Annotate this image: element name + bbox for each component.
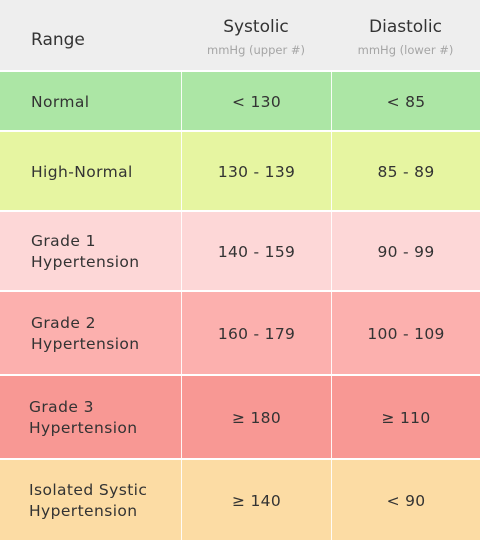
diastolic-value: < 90 bbox=[386, 492, 426, 510]
range-label-line-2: Hypertension bbox=[31, 335, 140, 353]
range-label-line-1: Grade 3 bbox=[29, 398, 94, 416]
systolic-header-label: Systolic bbox=[223, 16, 289, 37]
range-label: High-Normal bbox=[31, 162, 133, 183]
range-label-line-1: Normal bbox=[31, 92, 90, 111]
range-label-line-1: High-Normal bbox=[31, 162, 133, 181]
diastolic-value: < 85 bbox=[386, 93, 426, 111]
table-row-normal: Normal < 130 < 85 bbox=[0, 70, 480, 132]
range-label-line-2: Hypertension bbox=[29, 502, 138, 520]
diastolic-value: 100 - 109 bbox=[367, 325, 445, 343]
table-row-isolated-systolic: Isolated Systic Hypertension ≥ 140 < 90 bbox=[0, 458, 480, 540]
systolic-cell: ≥ 140 bbox=[181, 460, 331, 540]
diastolic-value: ≥ 110 bbox=[381, 409, 431, 427]
range-label: Isolated Systic Hypertension bbox=[29, 480, 147, 522]
diastolic-header-label: Diastolic bbox=[369, 16, 442, 37]
systolic-value: 130 - 139 bbox=[217, 163, 296, 181]
range-cell: Grade 2 Hypertension bbox=[0, 292, 181, 376]
systolic-cell: 140 - 159 bbox=[181, 212, 331, 292]
systolic-header-unit: mmHg (upper #) bbox=[207, 42, 305, 57]
diastolic-cell: 100 - 109 bbox=[331, 292, 480, 376]
diastolic-header: Diastolic mmHg (lower #) bbox=[331, 0, 480, 72]
range-cell: High-Normal bbox=[0, 132, 181, 212]
diastolic-cell: 90 - 99 bbox=[331, 212, 480, 292]
range-header: Range bbox=[31, 30, 85, 50]
systolic-value: < 130 bbox=[232, 93, 281, 111]
range-label-line-1: Grade 1 bbox=[31, 232, 96, 250]
range-label-line-2: Hypertension bbox=[29, 419, 138, 437]
table-header: Range Systolic mmHg (upper #) Diastolic … bbox=[0, 0, 480, 72]
diastolic-cell: < 85 bbox=[331, 72, 480, 132]
range-cell: Normal bbox=[0, 72, 181, 132]
diastolic-cell: ≥ 110 bbox=[331, 376, 480, 460]
diastolic-header-block: Diastolic mmHg (lower #) bbox=[358, 15, 454, 58]
range-cell: Isolated Systic Hypertension bbox=[0, 460, 181, 540]
range-label-line-2: Hypertension bbox=[31, 253, 140, 271]
systolic-value: 160 - 179 bbox=[217, 325, 296, 343]
systolic-cell: 160 - 179 bbox=[181, 292, 331, 376]
systolic-cell: < 130 bbox=[181, 72, 331, 132]
range-label-line-1: Grade 2 bbox=[31, 314, 96, 332]
table-row-grade-2: Grade 2 Hypertension 160 - 179 100 - 109 bbox=[0, 290, 480, 376]
systolic-cell: 130 - 139 bbox=[181, 132, 331, 212]
diastolic-cell: 85 - 89 bbox=[331, 132, 480, 212]
diastolic-cell: < 90 bbox=[331, 460, 480, 540]
systolic-value: 140 - 159 bbox=[217, 243, 296, 261]
table-row-grade-3: Grade 3 Hypertension ≥ 180 ≥ 110 bbox=[0, 374, 480, 460]
diastolic-value: 85 - 89 bbox=[377, 163, 435, 181]
range-label-line-1: Isolated Systic bbox=[29, 481, 148, 499]
systolic-header-block: Systolic mmHg (upper #) bbox=[207, 15, 305, 58]
table-row-grade-1: Grade 1 Hypertension 140 - 159 90 - 99 bbox=[0, 210, 480, 292]
systolic-value: ≥ 140 bbox=[232, 492, 281, 510]
range-label: Grade 1 Hypertension bbox=[31, 231, 140, 273]
systolic-value: ≥ 180 bbox=[232, 409, 281, 427]
range-label: Grade 3 Hypertension bbox=[29, 397, 138, 439]
range-cell: Grade 3 Hypertension bbox=[0, 376, 181, 460]
range-label: Grade 2 Hypertension bbox=[31, 313, 140, 355]
diastolic-header-unit: mmHg (lower #) bbox=[357, 42, 454, 57]
diastolic-value: 90 - 99 bbox=[377, 243, 435, 261]
systolic-header: Systolic mmHg (upper #) bbox=[181, 0, 331, 72]
table-row-high-normal: High-Normal 130 - 139 85 - 89 bbox=[0, 130, 480, 212]
systolic-cell: ≥ 180 bbox=[181, 376, 331, 460]
range-cell: Grade 1 Hypertension bbox=[0, 212, 181, 292]
range-label: Normal bbox=[31, 92, 89, 113]
